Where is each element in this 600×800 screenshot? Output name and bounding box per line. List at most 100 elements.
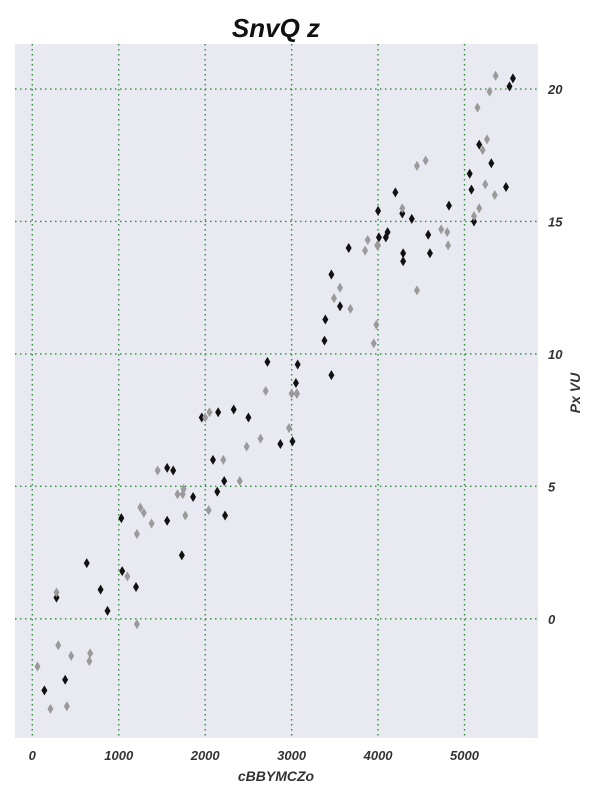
y-axis-ticks: 0 5 10 15 20	[547, 82, 563, 627]
data-point	[221, 476, 228, 487]
data-point	[486, 86, 493, 97]
data-point	[399, 208, 406, 219]
data-point	[289, 436, 296, 447]
data-point	[328, 370, 335, 381]
data-point	[293, 388, 300, 399]
data-point	[347, 303, 354, 314]
data-point	[86, 656, 93, 667]
data-point	[413, 160, 420, 171]
data-point	[83, 558, 90, 569]
data-point	[509, 73, 516, 84]
data-point	[264, 356, 271, 367]
x-axis-label: cBBYMCZo	[238, 768, 315, 784]
data-point	[466, 168, 473, 179]
data-point	[55, 640, 62, 651]
data-point	[236, 476, 243, 487]
data-point	[492, 70, 499, 81]
plot-area	[15, 44, 538, 738]
data-point	[444, 227, 451, 238]
y-tick-label: 5	[548, 479, 556, 494]
data-point	[154, 465, 161, 476]
data-point	[362, 245, 369, 256]
data-point	[445, 240, 452, 251]
data-point	[322, 314, 329, 325]
data-point	[375, 232, 382, 243]
data-point	[164, 462, 171, 473]
data-point	[47, 703, 54, 714]
data-point	[206, 407, 213, 418]
data-point	[137, 502, 144, 513]
y-tick-label: 15	[548, 214, 563, 229]
data-point	[476, 203, 483, 214]
data-point	[178, 550, 185, 561]
data-point	[337, 282, 344, 293]
y-tick-label: 0	[548, 612, 556, 627]
data-point	[62, 674, 69, 685]
data-point	[222, 510, 229, 521]
data-point	[198, 412, 205, 423]
data-point	[148, 518, 155, 529]
data-point	[97, 584, 104, 595]
data-point	[243, 441, 250, 452]
data-point	[330, 293, 337, 304]
data-point	[373, 319, 380, 330]
data-point	[384, 227, 391, 238]
data-point	[53, 587, 60, 598]
data-point	[426, 248, 433, 259]
data-point	[262, 386, 269, 396]
grid-lines	[15, 44, 538, 738]
data-point	[345, 242, 352, 253]
data-point	[292, 378, 299, 389]
data-point	[375, 240, 382, 251]
data-point	[104, 605, 111, 616]
data-points	[34, 70, 516, 714]
data-point	[375, 205, 382, 216]
data-point	[506, 81, 513, 92]
data-point	[133, 619, 140, 630]
y-axis-label: Px VU	[567, 372, 583, 413]
data-point	[170, 465, 177, 476]
chart-title: SnvQ z	[232, 13, 320, 43]
x-tick-label: 1000	[104, 748, 134, 763]
data-point	[422, 155, 429, 166]
data-point	[119, 566, 126, 577]
y-tick-label: 20	[547, 82, 563, 97]
x-tick-label: 5000	[450, 748, 480, 763]
data-point	[413, 285, 420, 296]
data-point	[425, 229, 432, 240]
data-point	[399, 203, 406, 214]
data-point	[445, 200, 452, 211]
data-point	[230, 404, 237, 415]
data-point	[471, 216, 478, 227]
data-point	[476, 139, 483, 150]
data-point	[474, 102, 481, 113]
data-point	[294, 359, 301, 370]
data-point	[321, 335, 328, 346]
data-point	[364, 235, 371, 246]
data-point	[214, 486, 221, 497]
x-axis-ticks: 0 1000 2000 3000 4000 5000	[29, 748, 480, 763]
x-tick-label: 0	[29, 748, 37, 763]
data-point	[190, 491, 197, 502]
data-point	[483, 134, 490, 145]
x-tick-label: 2000	[190, 748, 221, 763]
data-point	[482, 179, 489, 190]
data-point	[288, 388, 295, 399]
data-point	[41, 685, 48, 696]
data-point	[400, 256, 407, 267]
data-point	[245, 412, 252, 423]
data-point	[118, 513, 125, 524]
data-point	[286, 423, 293, 434]
data-point	[491, 189, 498, 200]
data-point	[180, 484, 187, 495]
data-point	[392, 187, 399, 198]
data-point	[68, 650, 75, 661]
data-point	[471, 211, 478, 222]
data-point	[468, 184, 475, 195]
data-point	[488, 158, 495, 169]
data-point	[408, 213, 415, 224]
data-point	[202, 412, 209, 423]
data-point	[215, 407, 222, 418]
data-point	[503, 182, 510, 193]
